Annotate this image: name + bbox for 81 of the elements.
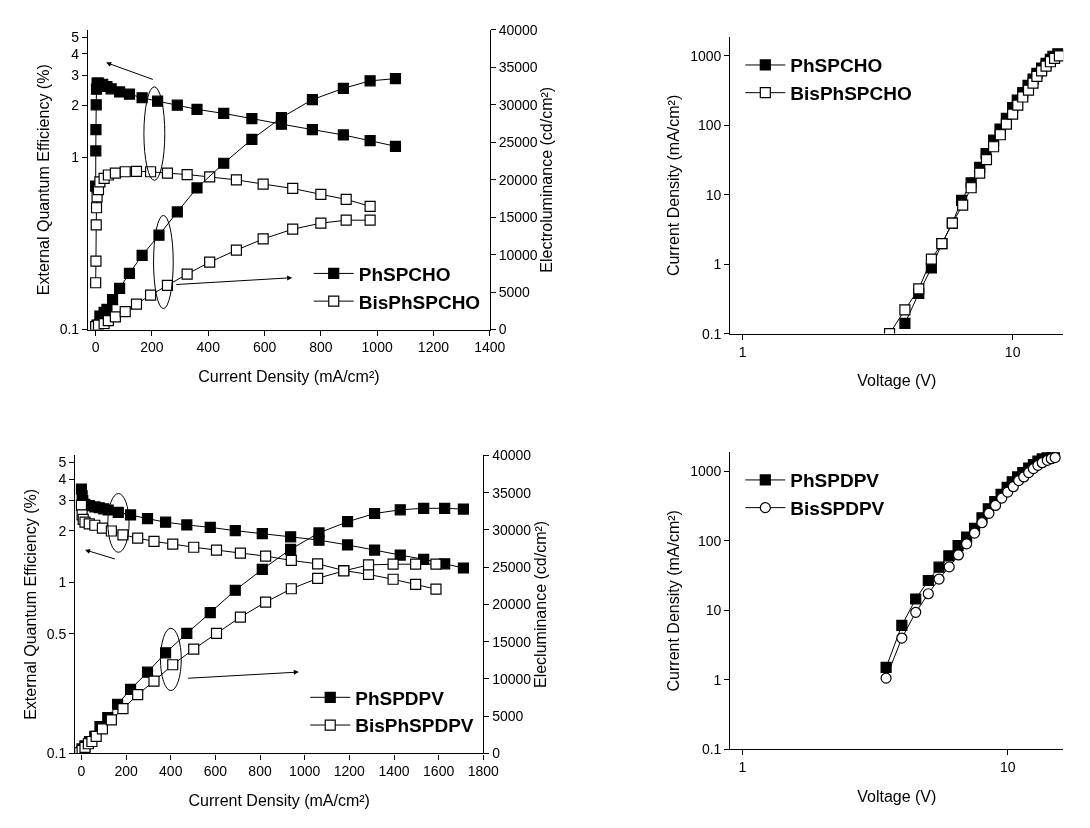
x-tick-label: 1000 [289,763,321,780]
y-tick-label: 1 [713,256,722,273]
y2-axis-title: Electroluminance (cd/cm²) [538,86,556,273]
legend-label: BisPhSPCHO [790,83,912,105]
y-tick-label: 10 [705,602,722,619]
y2-tick-label: 0 [498,321,507,338]
y-tick-label: 5 [71,28,80,45]
y-axis-title: Current Density (mA/cm²) [665,510,683,692]
y-tick-label: 4 [71,45,80,62]
x-tick-label: 1 [738,759,747,776]
x-tick-label: 200 [114,763,138,780]
legend-label: PhSPCHO [358,263,451,285]
x-tick-label: 400 [159,763,183,780]
x-tick-label: 800 [309,339,333,356]
y-tick-label: 100 [698,532,722,549]
y-tick-label: 1000 [690,463,722,480]
y-tick-label: 0.1 [701,741,722,758]
y-tick-label: 2 [71,97,80,114]
x-tick-label: 1800 [467,763,500,780]
y-tick-label: 1 [58,574,67,591]
y2-tick-label: 15000 [498,209,538,226]
y-tick-label: 2 [58,522,67,539]
y-tick-label: 1 [71,149,80,166]
y2-tick-label: 30000 [498,96,538,113]
y-tick-label: 10 [705,186,722,203]
x-tick-label: 0 [91,339,100,356]
x-tick-label: 1200 [417,339,450,356]
x-tick-label: 800 [248,763,272,780]
y2-tick-label: 5000 [492,708,524,725]
x-tick-label: 1 [738,343,747,360]
y2-tick-label: 35000 [492,484,532,501]
y-tick-label: 0.1 [59,321,80,338]
x-tick-label: 1400 [474,339,506,356]
y2-tick-label: 35000 [498,59,538,76]
y2-tick-label: 10000 [492,670,532,687]
x-tick-label: 10 [1004,343,1021,360]
y-tick-label: 0.1 [46,745,67,762]
x-tick-label: 1400 [378,763,410,780]
y2-tick-label: 20000 [498,171,538,188]
y-tick-label: 3 [71,67,80,84]
legend-label: BisPhSPDPV [355,715,474,737]
x-axis-title: Current Density (mA/cm²) [198,368,380,386]
x-tick-label: 200 [140,339,164,356]
y2-axis-title: Elecluminance (cd/cm²) [532,520,550,688]
x-tick-label: 1600 [423,763,455,780]
y-tick-label: 3 [58,492,67,509]
y2-tick-label: 0 [492,745,501,762]
y2-tick-label: 20000 [492,596,532,613]
legend-label: BisSPDPV [790,498,885,520]
y2-tick-label: 15000 [492,633,532,650]
y-tick-label: 4 [58,470,67,487]
y-axis-title: Current Density (mA/cm²) [665,94,683,277]
x-tick-label: 1000 [361,339,393,356]
y-tick-label: 0.1 [701,325,722,342]
legend-label: PhSPCHO [790,55,883,77]
legend-label: PhSPDPV [355,687,445,709]
y2-tick-label: 40000 [498,21,538,38]
y-axis-title: External Quantum Efficiency (%) [21,488,39,720]
x-axis-title: Voltage (V) [857,372,937,390]
y2-tick-label: 25000 [492,559,532,576]
y2-tick-label: 40000 [492,447,532,464]
x-tick-label: 600 [252,339,277,356]
x-axis-title: Current Density (mA/cm²) [188,792,370,810]
x-tick-label: 1200 [333,763,366,780]
y-tick-label: 1 [713,671,722,688]
x-tick-label: 600 [203,763,228,780]
y2-tick-label: 5000 [498,283,530,300]
x-tick-label: 400 [196,339,221,356]
x-axis-title: Voltage (V) [857,787,937,805]
y-axis-title: External Quantum Efficiency (%) [34,64,52,296]
y2-tick-label: 30000 [492,521,532,538]
y2-tick-label: 25000 [498,134,538,151]
y2-tick-label: 10000 [498,246,538,263]
x-tick-label: 10 [999,759,1016,776]
y-tick-label: 5 [58,454,67,471]
legend-label: PhSPDPV [790,470,880,492]
y-tick-label: 1000 [690,47,722,64]
y-tick-label: 0.5 [46,625,67,642]
y-tick-label: 100 [698,117,722,134]
legend-label: BisPhSPCHO [358,291,481,313]
x-tick-label: 0 [77,763,86,780]
